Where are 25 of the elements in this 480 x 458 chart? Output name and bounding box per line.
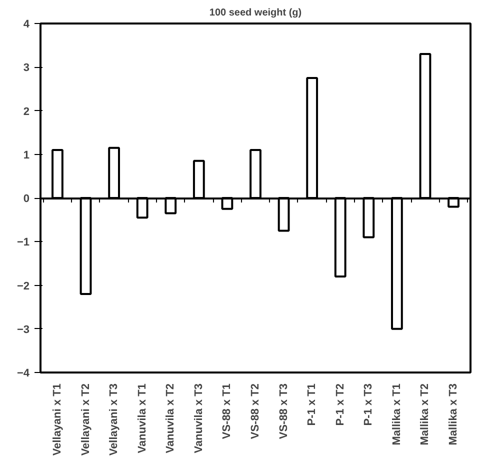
x-tick-label: Vanuvila x T3 [192, 384, 205, 454]
x-tick-label: Vellayani x T1 [51, 384, 64, 456]
x-tick-label: VS-88 x T3 [278, 384, 290, 440]
y-tick-label: −1 [16, 236, 30, 249]
y-tick-label: 1 [23, 149, 30, 162]
x-tick-label: VS-88 x T1 [221, 384, 234, 440]
x-tick-label: Mallika x T2 [419, 383, 432, 446]
x-tick-label: P-1 x T2 [334, 383, 346, 426]
x-tick-label: P-1 x T1 [306, 383, 318, 426]
y-tick-label: −2 [16, 280, 30, 292]
y-tick-label: 4 [23, 18, 30, 30]
x-tick-label: Vanuvila x T1 [136, 384, 148, 454]
y-tick-label: 0 [23, 193, 30, 205]
y-tick-label: −4 [16, 368, 30, 380]
chart-title: 100 seed weight (g) [209, 8, 302, 18]
x-tick-label: Mallika x T3 [448, 383, 460, 446]
x-tick-label: Vellayani x T2 [80, 384, 92, 456]
x-tick-label: Vanuvila x T2 [164, 384, 177, 454]
x-tick-label: VS-88 x T2 [250, 384, 262, 440]
x-tick-label: Vellayani x T3 [108, 384, 120, 456]
y-tick-label: 3 [23, 62, 30, 74]
x-tick-label: Mallika x T1 [390, 383, 403, 446]
y-tick-label: 2 [23, 106, 30, 118]
x-tick-label: P-1 x T3 [362, 383, 375, 426]
y-tick-label: −3 [16, 324, 30, 336]
